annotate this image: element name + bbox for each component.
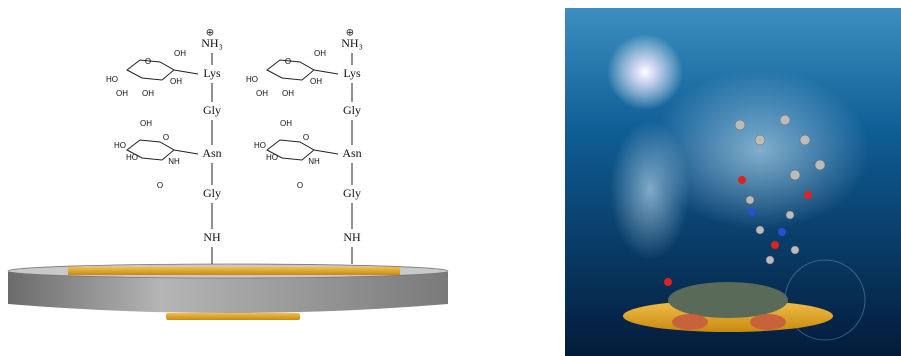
atom-label: HO [106,75,118,84]
bond [314,70,338,74]
residue-label: NH₃ [201,36,223,50]
atom-label: HO [266,153,278,162]
residue-label: NH [343,230,361,244]
atom-label: HO [246,75,258,84]
atom-label: HO [114,141,126,150]
atom-label: OH [116,89,128,98]
atom-label: O [145,57,151,66]
residue-label: Gly [343,186,361,200]
photo [565,8,901,356]
atom-label: OH [256,89,268,98]
atom-label: O [157,181,163,190]
atom-label: OH [314,49,326,58]
figure: ⊕NH₃LysGlyAsnGlyNHOHOOHOHHOOHOHHOHOONHO⊕… [0,0,901,356]
bond [314,150,338,154]
atom-label: O [297,181,303,190]
atom-label: OH [170,77,182,86]
atom-label: OH [140,119,152,128]
atom-label: NH [308,157,320,166]
residue-label: Gly [343,103,361,117]
atom-label: O [163,133,169,142]
atom-label: OH [282,89,294,98]
residue-label: NH [203,230,221,244]
atom-label: OH [142,89,154,98]
atom-label: OH [310,77,322,86]
bond [174,150,198,154]
bond [174,70,198,74]
residue-label: Asn [342,146,361,160]
atom-label: HO [126,153,138,162]
atom-label: OH [174,49,186,58]
residue-label: NH₃ [341,36,363,50]
residue-label: Asn [202,146,221,160]
atom-label: NH [168,157,180,166]
chemistry: ⊕NH₃LysGlyAsnGlyNHOHOOHOHHOOHOHHOHOONHO⊕… [106,27,363,264]
residue-label: Gly [203,186,221,200]
atom-label: O [303,133,309,142]
residue-label: Lys [203,66,221,80]
atom-label: O [285,57,291,66]
residue-label: Gly [203,103,221,117]
atom-label: OH [280,119,292,128]
residue-label: Lys [343,66,361,80]
disc [8,264,448,320]
atom-label: HO [254,141,266,150]
